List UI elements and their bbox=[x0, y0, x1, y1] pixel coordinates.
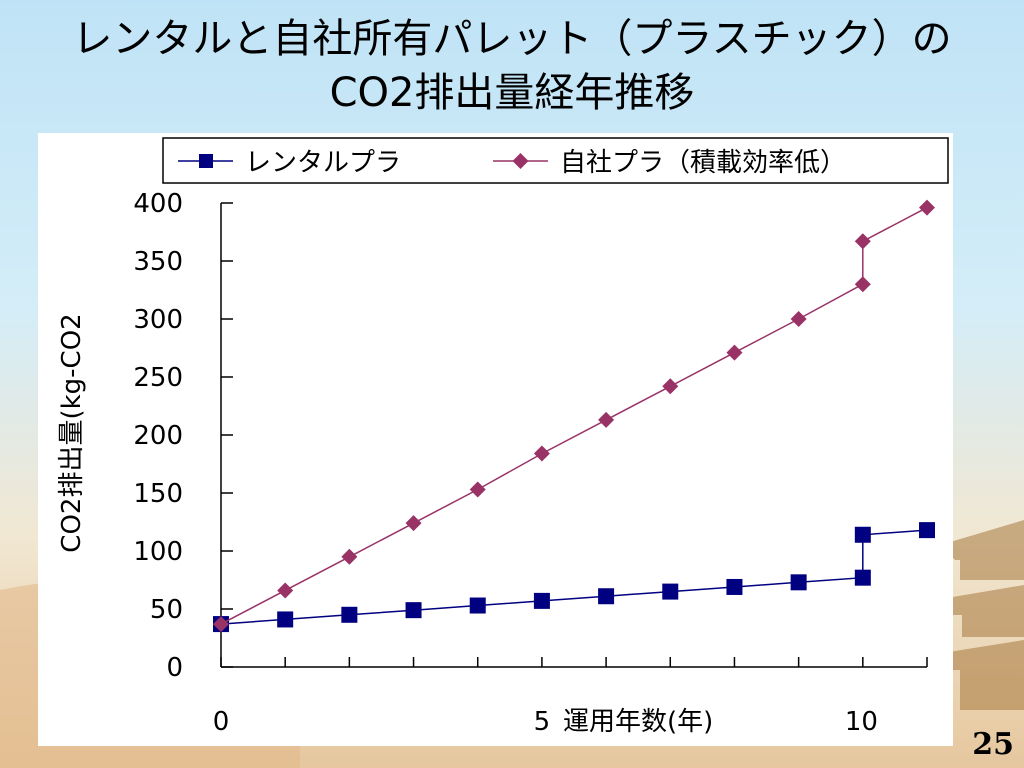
slide-title: レンタルと自社所有パレット（プラスチック）の CO2排出量経年推移 bbox=[0, 12, 1024, 120]
data-point-diamond bbox=[726, 344, 743, 361]
y-tick-label: 400 bbox=[133, 189, 183, 219]
plot-series bbox=[213, 199, 935, 633]
y-axis: 0 50 100 150 200 250 300 350 400 bbox=[133, 189, 233, 683]
data-point-diamond bbox=[854, 233, 871, 250]
legend-label-series2: 自社プラ（積載効率低） bbox=[560, 148, 846, 178]
x-tick-label: 0 bbox=[213, 707, 230, 737]
data-point-diamond bbox=[341, 548, 358, 565]
data-point-diamond bbox=[790, 311, 807, 327]
data-point-square bbox=[662, 583, 679, 600]
data-point-diamond bbox=[405, 515, 422, 532]
chart-background bbox=[38, 133, 953, 746]
y-axis-title: CO2排出量(kg-CO2 bbox=[57, 313, 87, 552]
legend-marker-series1 bbox=[199, 154, 213, 168]
data-point-diamond bbox=[277, 582, 294, 599]
slide-title-line2: CO2排出量経年推移 bbox=[329, 70, 695, 116]
y-tick-label: 350 bbox=[133, 247, 183, 277]
data-point-square bbox=[277, 611, 294, 628]
data-point-square bbox=[405, 602, 422, 619]
y-tick-label: 100 bbox=[133, 537, 183, 567]
legend-label-series1: レンタルプラ bbox=[245, 148, 401, 178]
data-point-square bbox=[919, 522, 935, 539]
data-point-square bbox=[854, 526, 871, 543]
data-point-diamond bbox=[469, 481, 486, 498]
y-tick-label: 200 bbox=[133, 421, 183, 451]
data-point-square bbox=[341, 606, 358, 623]
data-point-diamond bbox=[919, 199, 935, 216]
x-axis: 0 5 10 bbox=[213, 657, 928, 737]
data-point-square bbox=[726, 578, 743, 595]
data-point-diamond bbox=[533, 445, 550, 462]
data-point-square bbox=[469, 597, 486, 614]
data-point-square bbox=[598, 588, 615, 605]
data-point-diamond bbox=[213, 616, 229, 633]
y-tick-label: 150 bbox=[133, 479, 183, 509]
data-point-diamond bbox=[598, 411, 615, 428]
data-point-square bbox=[533, 592, 550, 609]
co2-line-chart: レンタルプラ 自社プラ（積載効率低） 050100150200250300350… bbox=[38, 133, 953, 746]
x-tick-label: 10 bbox=[845, 707, 878, 737]
data-point-diamond bbox=[662, 378, 679, 395]
legend-box bbox=[162, 137, 949, 184]
slide-title-line1: レンタルと自社所有パレット（プラスチック）の bbox=[72, 16, 952, 62]
data-point-square bbox=[854, 569, 871, 586]
legend-marker-series2 bbox=[512, 153, 529, 169]
y-tick-label: 0 bbox=[166, 653, 183, 683]
x-axis-title: 運用年数(年) bbox=[563, 707, 713, 737]
data-point-square bbox=[790, 574, 807, 591]
page-number: 25 bbox=[972, 727, 1014, 762]
x-tick-label: 5 bbox=[534, 707, 551, 737]
y-tick-label: 250 bbox=[133, 363, 183, 393]
y-tick-label: 300 bbox=[133, 305, 183, 335]
legend: レンタルプラ 自社プラ（積載効率低） bbox=[162, 137, 949, 184]
data-point-diamond bbox=[854, 276, 871, 293]
y-tick-label: 50 bbox=[150, 595, 183, 625]
